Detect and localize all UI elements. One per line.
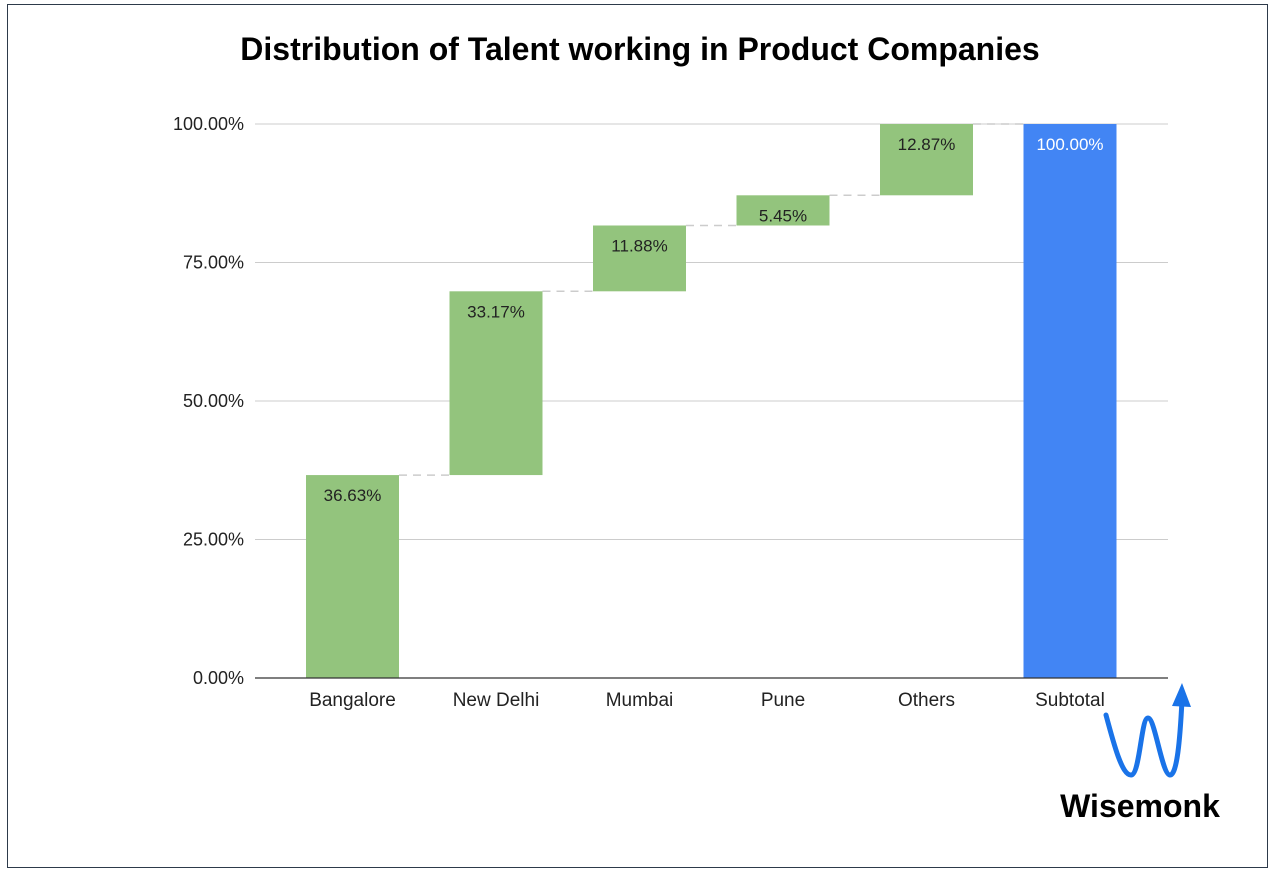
wisemonk-w-icon xyxy=(1103,697,1185,778)
y-tick-label: 50.00% xyxy=(183,391,244,411)
chart-title: Distribution of Talent working in Produc… xyxy=(240,31,1039,67)
x-axis-ticks: Bangalore New Delhi Mumbai Pune Others Subtot… xyxy=(309,690,1105,711)
bar-new-delhi xyxy=(449,291,543,476)
x-tick-label: Mumbai xyxy=(606,690,674,711)
bar-subtotal xyxy=(1023,124,1117,678)
x-tick-label: New Delhi xyxy=(453,690,540,711)
x-tick-label: Pune xyxy=(761,690,805,711)
connector-lines xyxy=(399,123,1024,476)
y-tick-label: 100.00% xyxy=(173,114,244,134)
bar-pune xyxy=(736,195,830,226)
y-tick-label: 25.00% xyxy=(183,530,244,550)
y-tick-label: 75.00% xyxy=(183,253,244,273)
wisemonk-logo: Wisemonk xyxy=(1060,683,1220,824)
bar-bangalore xyxy=(306,475,399,678)
gridlines xyxy=(255,123,1168,540)
bar-others xyxy=(880,124,973,196)
brand-name: Wisemonk xyxy=(1060,788,1220,824)
x-tick-label: Others xyxy=(898,690,955,711)
bar-mumbai xyxy=(593,225,686,292)
x-tick-label: Bangalore xyxy=(309,690,396,711)
x-tick-label: Subtotal xyxy=(1035,690,1105,711)
bars xyxy=(306,124,1117,678)
data-label: 5.45% xyxy=(759,206,807,225)
arrow-up-icon xyxy=(1172,683,1191,707)
y-axis-ticks: 0.00% 25.00% 50.00% 75.00% 100.00% xyxy=(173,114,244,688)
data-label: 33.17% xyxy=(467,302,525,321)
bar-labels: 36.63% 33.17% 11.88% 5.45% 12.87% 100.00% xyxy=(324,135,1104,505)
data-label: 12.87% xyxy=(898,135,956,154)
data-label: 100.00% xyxy=(1036,135,1103,154)
data-label: 36.63% xyxy=(324,486,382,505)
y-tick-label: 0.00% xyxy=(193,668,244,688)
data-label: 11.88% xyxy=(611,236,667,255)
